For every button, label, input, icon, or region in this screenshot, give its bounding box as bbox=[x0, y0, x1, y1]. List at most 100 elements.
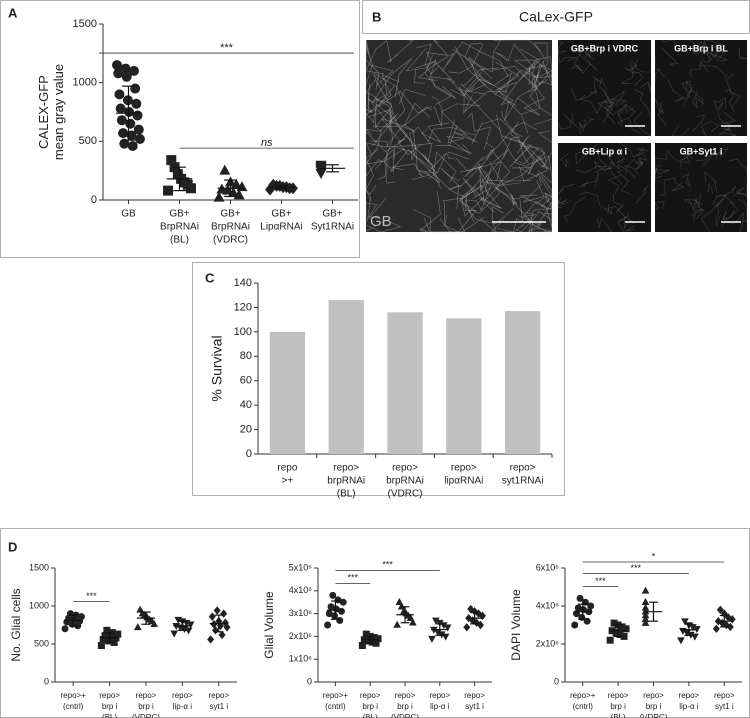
point bbox=[395, 598, 404, 605]
x-tick-label: brp i bbox=[397, 702, 413, 711]
texture bbox=[579, 94, 603, 115]
texture bbox=[365, 83, 373, 131]
texture bbox=[416, 43, 440, 75]
texture bbox=[533, 118, 553, 144]
texture bbox=[526, 155, 553, 184]
panel-letter: C bbox=[205, 270, 215, 285]
image-label: GB+Syt1 i bbox=[680, 146, 723, 156]
texture bbox=[368, 108, 393, 132]
x-tick-label: repo> bbox=[510, 463, 536, 474]
point bbox=[207, 635, 215, 644]
point bbox=[331, 612, 339, 620]
texture bbox=[715, 148, 729, 159]
texture bbox=[464, 67, 501, 131]
point bbox=[115, 103, 126, 114]
x-tick-label: (BL) bbox=[102, 713, 117, 718]
texture bbox=[495, 61, 520, 106]
texture bbox=[365, 196, 387, 222]
texture bbox=[365, 38, 380, 91]
y-tick-label: 0 bbox=[554, 676, 559, 686]
point bbox=[616, 631, 624, 638]
texture bbox=[594, 160, 615, 170]
texture bbox=[371, 72, 388, 103]
texture bbox=[503, 79, 548, 121]
point bbox=[325, 610, 333, 618]
texture bbox=[557, 197, 568, 208]
x-tick-label: (cntrl) bbox=[572, 702, 593, 711]
texture bbox=[681, 173, 692, 187]
texture bbox=[557, 51, 578, 64]
point bbox=[130, 83, 141, 94]
texture bbox=[518, 48, 541, 82]
texture bbox=[633, 111, 652, 137]
texture bbox=[692, 114, 706, 133]
texture bbox=[690, 208, 704, 221]
texture bbox=[713, 97, 726, 109]
texture bbox=[700, 202, 720, 233]
x-tick-label: repo> bbox=[99, 691, 120, 700]
texture bbox=[403, 102, 433, 126]
point bbox=[163, 185, 174, 196]
texture bbox=[616, 155, 626, 164]
texture bbox=[579, 119, 587, 135]
x-tick-label: brp i bbox=[138, 702, 154, 711]
texture bbox=[458, 86, 485, 101]
y-tick-label: 2x10⁶ bbox=[289, 631, 313, 641]
point bbox=[368, 638, 376, 646]
texture bbox=[468, 56, 517, 107]
texture bbox=[579, 192, 609, 213]
point bbox=[101, 632, 109, 640]
texture bbox=[374, 148, 406, 173]
texture bbox=[445, 119, 470, 155]
point bbox=[219, 164, 231, 175]
texture bbox=[659, 177, 676, 196]
x-tick-label: (BL) bbox=[170, 235, 189, 246]
panel-letter: D bbox=[8, 539, 17, 554]
point bbox=[131, 98, 142, 109]
point bbox=[641, 598, 650, 605]
point bbox=[641, 603, 650, 611]
point bbox=[397, 602, 406, 610]
y-tick-label: 80 bbox=[240, 350, 252, 362]
x-tick-label: GB bbox=[121, 209, 136, 220]
texture bbox=[494, 69, 553, 96]
texture bbox=[704, 171, 718, 194]
texture bbox=[517, 82, 545, 117]
texture bbox=[365, 202, 381, 219]
y-tick-label: 500 bbox=[34, 638, 49, 648]
x-tick-label: >+ bbox=[282, 476, 294, 487]
point bbox=[138, 609, 147, 617]
x-tick-label: repo> bbox=[136, 691, 157, 700]
texture bbox=[365, 79, 378, 123]
point bbox=[136, 605, 144, 613]
texture bbox=[479, 166, 501, 213]
texture bbox=[603, 100, 619, 111]
bar bbox=[446, 318, 482, 454]
texture bbox=[557, 118, 573, 130]
texture bbox=[493, 136, 521, 163]
texture bbox=[570, 63, 583, 72]
texture bbox=[384, 57, 412, 98]
x-tick-label: (cntrl) bbox=[325, 702, 346, 711]
texture bbox=[419, 191, 441, 233]
point bbox=[133, 124, 144, 135]
texture bbox=[604, 94, 624, 116]
texture bbox=[617, 117, 640, 133]
x-tick-label: GB+ bbox=[220, 209, 240, 220]
texture bbox=[464, 156, 492, 199]
texture bbox=[398, 88, 426, 105]
point bbox=[332, 605, 340, 613]
image-label: GB+Brp i BL bbox=[674, 43, 728, 53]
texture bbox=[637, 152, 648, 165]
point bbox=[641, 618, 650, 626]
y-axis-label: mean gray value bbox=[51, 64, 66, 160]
texture bbox=[529, 69, 553, 116]
texture bbox=[528, 67, 540, 89]
texture bbox=[365, 65, 394, 86]
texture bbox=[412, 169, 437, 181]
texture bbox=[446, 41, 509, 78]
texture bbox=[365, 39, 392, 75]
texture bbox=[557, 39, 567, 54]
x-tick-label: GB+ bbox=[322, 209, 342, 220]
texture bbox=[452, 40, 501, 73]
